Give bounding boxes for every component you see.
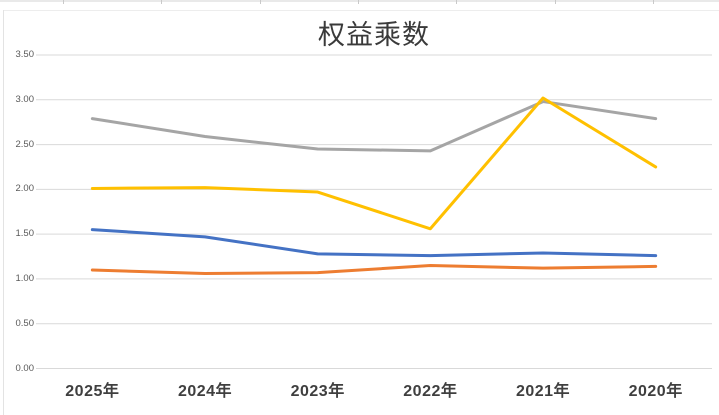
spreadsheet-cell-border — [63, 0, 64, 4]
y-tick-label: 3.00 — [15, 93, 35, 105]
x-category-label: 2020年 — [628, 383, 683, 400]
y-tick-label: 3.50 — [15, 49, 35, 60]
spreadsheet-cell-border — [456, 0, 457, 4]
spreadsheet-cell-border — [555, 0, 556, 4]
orange-series-line[interactable] — [90, 263, 658, 276]
spreadsheet-cell-border — [260, 0, 261, 4]
spreadsheet-cell-border — [358, 0, 359, 4]
x-category-label: 2024年 — [177, 383, 233, 400]
y-tick-label: 2.50 — [15, 138, 35, 150]
spreadsheet-cell-border — [653, 0, 654, 4]
blue-series-line[interactable] — [90, 228, 658, 258]
x-category-label: 2022年 — [403, 383, 458, 400]
y-tick-label: 0.50 — [15, 317, 35, 329]
chart-border — [3, 10, 4, 415]
x-category-label: 2025年 — [65, 383, 120, 400]
spreadsheet-cell-border — [161, 0, 162, 4]
gray-series-line[interactable] — [90, 100, 658, 153]
x-category-label: 2023年 — [290, 383, 345, 400]
chart-border — [3, 10, 719, 11]
yellow-series-line[interactable] — [90, 96, 658, 231]
y-tick-label: 2.00 — [15, 183, 35, 195]
y-tick-label: 1.50 — [15, 228, 35, 240]
spreadsheet-row-border — [0, 0, 719, 2]
y-tick-label: 0.00 — [15, 362, 35, 374]
x-category-label: 2021年 — [515, 383, 571, 400]
chart-title: 权益乘数 — [318, 20, 430, 50]
y-tick-label: 1.00 — [15, 272, 35, 284]
